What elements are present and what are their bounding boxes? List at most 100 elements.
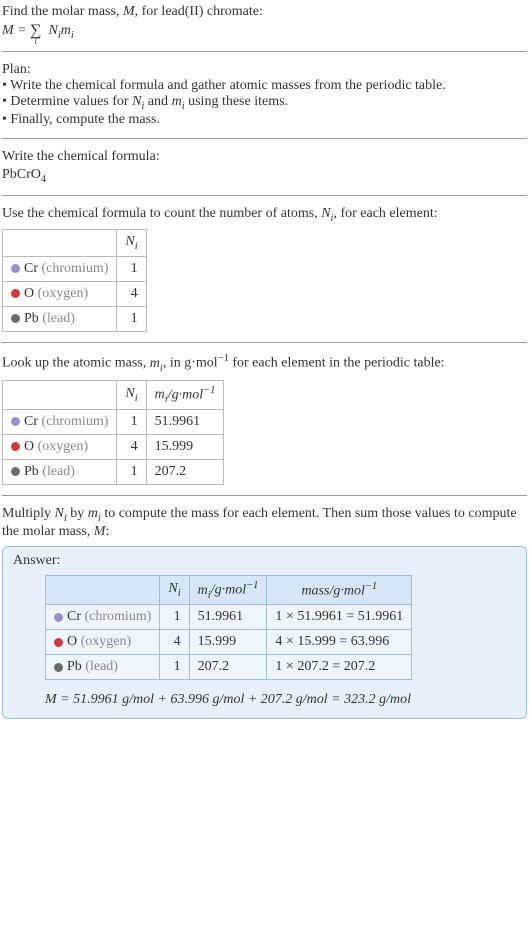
table-row: Pb (lead) 1: [3, 307, 147, 332]
table-row: Cr (chromium) 1 51.9961 1 × 51.9961 = 51…: [46, 605, 412, 630]
atomic-mass-intro: Look up the atomic mass, mi, in g·mol−1 …: [2, 353, 527, 373]
table-row: O (oxygen) 4 15.999: [3, 435, 224, 460]
answer-inner: Ni mi/g·mol−1 mass/g·mol−1 Cr (chromium)…: [13, 575, 516, 708]
bullet-icon: [54, 663, 63, 672]
answer-table: Ni mi/g·mol−1 mass/g·mol−1 Cr (chromium)…: [45, 575, 412, 680]
elem-cell: Pb (lead): [3, 307, 117, 332]
Ni-cell: 4: [117, 435, 146, 460]
elem-name: (lead): [85, 659, 118, 674]
elem-name: (lead): [42, 464, 75, 479]
intro-block: Find the molar mass, M, for lead(II) chr…: [2, 4, 527, 41]
bullet-icon: [11, 264, 20, 273]
elem-sym: Cr: [67, 609, 81, 624]
elem-cell: O (oxygen): [46, 630, 160, 655]
elem-sym: Pb: [24, 464, 39, 479]
th-mi: mi/g·mol−1: [146, 380, 224, 409]
Ni-cell: 1: [117, 460, 146, 485]
table-row: O (oxygen) 4 15.999 4 × 15.999 = 63.996: [46, 630, 412, 655]
atomic-mass-table: Ni mi/g·mol−1 Cr (chromium) 1 51.9961 O …: [2, 380, 224, 485]
th-mi: mi/g·mol−1: [189, 575, 267, 604]
atomic-mass-block: Look up the atomic mass, mi, in g·mol−1 …: [2, 353, 527, 485]
multiply-intro: Multiply Ni by mi to compute the mass fo…: [2, 506, 527, 540]
Ni-cell: 4: [160, 630, 189, 655]
th-blank: [46, 575, 160, 604]
mi-cell: 207.2: [189, 655, 267, 680]
answer-box: Answer: Ni mi/g·mol−1 mass/g·mol−1 Cr (c…: [2, 546, 527, 719]
th-Ni: Ni: [160, 575, 189, 604]
elem-sym: O: [67, 634, 77, 649]
plan-title: Plan:: [2, 62, 527, 78]
Ni-cell: 4: [117, 282, 146, 307]
exp: −1: [365, 581, 377, 592]
elem-cell: Pb (lead): [3, 460, 117, 485]
multiply-block: Multiply Ni by mi to compute the mass fo…: [2, 506, 527, 719]
mass-cell: 4 × 15.999 = 63.996: [267, 630, 412, 655]
table-row: O (oxygen) 4: [3, 282, 147, 307]
elem-sym: Cr: [24, 261, 38, 276]
elem-sym: O: [24, 286, 34, 301]
Ni-cell: 1: [160, 605, 189, 630]
elem-name: (lead): [42, 311, 75, 326]
rule-5: [2, 495, 527, 496]
count-atoms-table: Ni Cr (chromium) 1 O (oxygen) 4 Pb (lead…: [2, 229, 147, 332]
elem-cell: Pb (lead): [46, 655, 160, 680]
exp: −1: [246, 580, 258, 591]
mass-cell: 1 × 51.9961 = 51.9961: [267, 605, 412, 630]
elem-cell: Cr (chromium): [3, 257, 117, 282]
plan-item: • Finally, compute the mass.: [2, 112, 527, 128]
th-Ni: Ni: [117, 380, 146, 409]
elem-name: (chromium): [85, 609, 152, 624]
elem-sym: Pb: [67, 659, 82, 674]
mi-cell: 51.9961: [189, 605, 267, 630]
bullet-icon: [11, 467, 20, 476]
th-blank: [3, 230, 117, 257]
mi-cell: 207.2: [146, 460, 224, 485]
Ni-cell: 1: [160, 655, 189, 680]
write-formula-label: Write the chemical formula:: [2, 149, 527, 165]
count-atoms-block: Use the chemical formula to count the nu…: [2, 206, 527, 333]
molar-mass-line: M = 51.9961 g/mol + 63.996 g/mol + 207.2…: [45, 692, 516, 708]
Ni-cell: 1: [117, 257, 146, 282]
mi-cell: 15.999: [189, 630, 267, 655]
chem-formula-text: PbCrO: [2, 167, 41, 182]
bullet-icon: [11, 417, 20, 426]
elem-name: (chromium): [42, 261, 109, 276]
exp: −1: [218, 353, 229, 364]
elem-sym: Cr: [24, 414, 38, 429]
elem-cell: O (oxygen): [3, 435, 117, 460]
bullet-icon: [54, 638, 63, 647]
elem-cell: Cr (chromium): [3, 410, 117, 435]
plan-item: • Determine values for Ni and mi using t…: [2, 94, 527, 112]
rule-1: [2, 51, 527, 52]
table-row: Cr (chromium) 1 51.9961: [3, 410, 224, 435]
elem-sym: Pb: [24, 311, 39, 326]
elem-name: (chromium): [42, 414, 109, 429]
elem-cell: Cr (chromium): [46, 605, 160, 630]
plan-item: • Write the chemical formula and gather …: [2, 78, 527, 94]
elem-sym: O: [24, 439, 34, 454]
mi-cell: 51.9961: [146, 410, 224, 435]
mi-cell: 15.999: [146, 435, 224, 460]
table-row: Pb (lead) 1 207.2 1 × 207.2 = 207.2: [46, 655, 412, 680]
answer-label: Answer:: [13, 553, 516, 569]
th-blank: [3, 380, 117, 409]
elem-name: (oxygen): [38, 286, 89, 301]
chem-formula-sub: 4: [41, 174, 46, 185]
elem-name: (oxygen): [38, 439, 89, 454]
bullet-icon: [11, 289, 20, 298]
intro-line1: Find the molar mass, M, for lead(II) chr…: [2, 4, 527, 20]
elem-cell: O (oxygen): [3, 282, 117, 307]
elem-name: (oxygen): [81, 634, 132, 649]
th-Ni: Ni: [117, 230, 146, 257]
mass-cell: 1 × 207.2 = 207.2: [267, 655, 412, 680]
rule-3: [2, 195, 527, 196]
chem-formula: PbCrO4: [2, 167, 527, 185]
bullet-icon: [54, 613, 63, 622]
rule-4: [2, 342, 527, 343]
write-formula-block: Write the chemical formula: PbCrO4: [2, 149, 527, 185]
table-row: Pb (lead) 1 207.2: [3, 460, 224, 485]
count-atoms-intro: Use the chemical formula to count the nu…: [2, 206, 527, 224]
th-mass: mass/g·mol−1: [267, 575, 412, 604]
table-row: Cr (chromium) 1: [3, 257, 147, 282]
bullet-icon: [11, 442, 20, 451]
